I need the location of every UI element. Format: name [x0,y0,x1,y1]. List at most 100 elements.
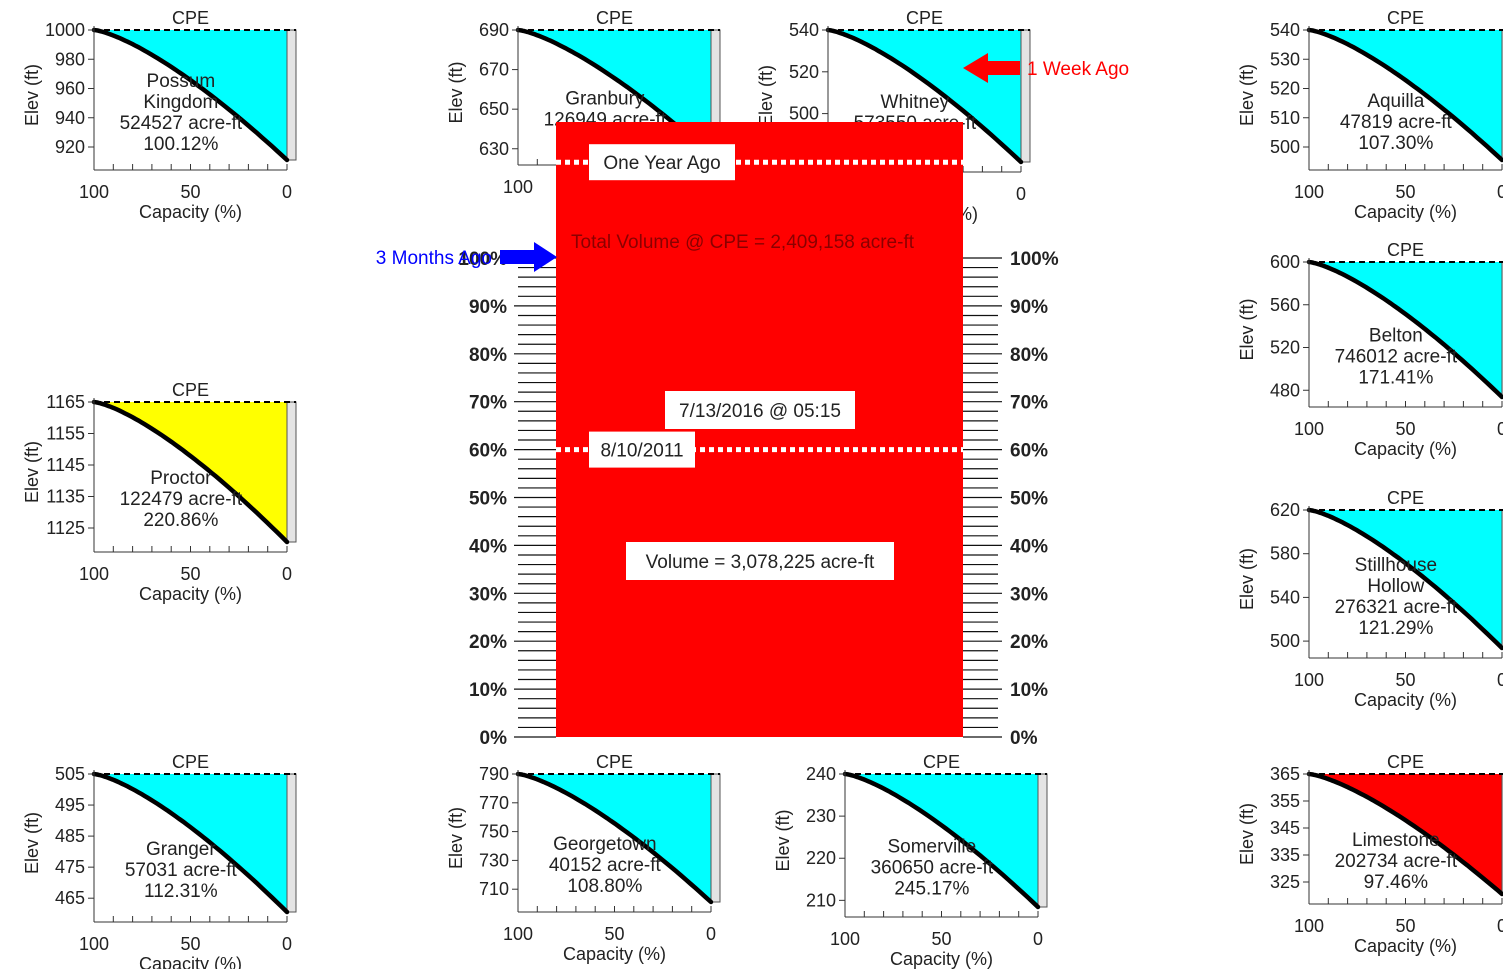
y-tick-label: 530 [1270,49,1300,69]
x-tick-label: 50 [180,564,200,584]
reservoir-volume: 524527 acre-ft [120,113,243,134]
y-tick-label: 710 [479,879,509,899]
x-tick-label: 50 [1395,916,1415,936]
y-tick-label: 345 [1270,818,1300,838]
panel-belton: CPE 600 560 520 480 100 50 0 Capacity (%) Elev (f… [1237,240,1503,459]
y-tick-label: 355 [1270,791,1300,811]
reservoir-percent: 100.12% [143,134,218,155]
y-tick-label: 500 [789,104,819,124]
current-date-label-box [665,391,855,429]
fill-area [518,774,711,902]
x-axis-title: Capacity (%) [1354,439,1457,459]
y-tick-label: 600 [1270,252,1300,272]
reservoir-name: Somerville [887,837,976,858]
volume-label: Volume = 3,078,225 acre-ft [646,552,875,573]
left-tick-label: 80% [469,345,507,366]
fill-area [94,402,287,542]
x-tick-label: 0 [1497,419,1503,439]
left-tick-label: 20% [469,632,507,653]
one-week-ago-arrow [963,53,1020,83]
y-tick-label: 500 [1270,631,1300,651]
y-tick-label: 940 [55,108,85,128]
fill-area [94,30,287,160]
x-tick-label: 100 [79,182,109,202]
right-tick-label: 10% [1010,680,1048,701]
y-tick-label: 500 [1270,137,1300,157]
reservoir-percent: 121.29% [1358,618,1433,639]
reservoir-percent: 107.30% [1358,133,1433,154]
reservoir-percent: 97.46% [1364,872,1429,893]
capacity-curve [842,771,1041,910]
reservoir-name: Aquilla [1367,91,1424,112]
y-axis-title: Elev (ft) [22,64,42,126]
panel-georgetown: CPE 790 770 750 730 710 100 50 0 Capacity (%) Elev… [446,752,721,964]
y-axis-title: Elev (ft) [1237,803,1257,865]
right-tick-label: 30% [1010,584,1048,605]
panel-limestone: CPE 365 355 345 335 325 100 50 0 Capacity (%) Elev… [1237,752,1503,956]
y-axis-title: Elev (ft) [1237,298,1257,360]
cpe-label: CPE [1387,488,1424,508]
y-tick-label: 790 [479,764,509,784]
reservoir-name: Kingdom [143,92,218,113]
reservoir-volume: 57031 acre-ft [125,860,238,881]
reservoir-volume: 360650 acre-ft [871,858,994,879]
x-tick-label: 0 [1016,184,1026,204]
y-axis-title: Elev (ft) [756,65,776,127]
y-tick-label: 580 [1270,544,1300,564]
x-tick-label: 50 [1395,670,1415,690]
x-tick-label: 0 [282,564,292,584]
y-axis-title: Elev (ft) [773,809,793,871]
cpe-label: CPE [172,8,209,28]
y-tick-label: 510 [1270,108,1300,128]
x-tick-label: 0 [1497,670,1503,690]
y-axis-title: Elev (ft) [1237,64,1257,126]
y-tick-label: 980 [55,49,85,69]
right-tick-label: 100% [1010,249,1059,270]
x-tick-label: 100 [1294,916,1324,936]
y-tick-label: 465 [55,888,85,908]
x-tick-label: 0 [282,182,292,202]
fill-area [845,774,1038,907]
capacity-curve [1306,259,1503,400]
right-tick-label: 90% [1010,297,1048,318]
fill-area [518,30,711,155]
reservoir-name: Proctor [150,468,212,489]
y-tick-label: 1125 [46,518,85,538]
right-tick-label: 20% [1010,632,1048,653]
cpe-label: CPE [906,8,943,28]
left-tick-label: 70% [469,393,507,414]
capacity-curve [91,771,290,915]
fill-area [94,774,287,912]
y-axis-title: Elev (ft) [22,812,42,874]
reservoir-percent: 171.41% [1358,368,1433,389]
x-tick-label: 100 [503,177,533,197]
left-tick-label: 90% [469,297,507,318]
right-tick-label: 0% [1010,728,1038,749]
y-tick-label: 730 [479,850,509,870]
fill-area [1309,262,1502,397]
volume-label-box [626,542,894,580]
reservoir-percent: 245.17% [894,879,969,900]
reservoir-name: Whitney [881,92,950,113]
x-axis-title: Capacity (%) [890,949,993,969]
reservoir-volume: 40152 acre-ft [549,855,662,876]
y-axis-title: Elev (ft) [1237,548,1257,610]
time-arrows: 3 Months Ago 1 Week Ago [376,53,1129,272]
total-volume-chart: 100% 100% 90% 90% 80% 80% 70% 70% 60% 60% 50% 50% 40… [458,122,1059,749]
y-tick-label: 335 [1270,845,1300,865]
x-tick-label: 50 [1395,182,1415,202]
y-tick-label: 520 [789,62,819,82]
left-tick-label: 100% [458,249,507,270]
reference-date-label: 8/10/2011 [600,441,683,462]
capacity-curve [1306,27,1503,163]
cpe-label: CPE [1387,752,1424,772]
y-tick-label: 210 [806,890,836,910]
capacity-strip [286,773,297,913]
right-tick-label: 60% [1010,441,1048,462]
y-tick-label: 770 [479,793,509,813]
left-tick-label: 10% [469,680,507,701]
y-tick-label: 1135 [46,487,85,507]
